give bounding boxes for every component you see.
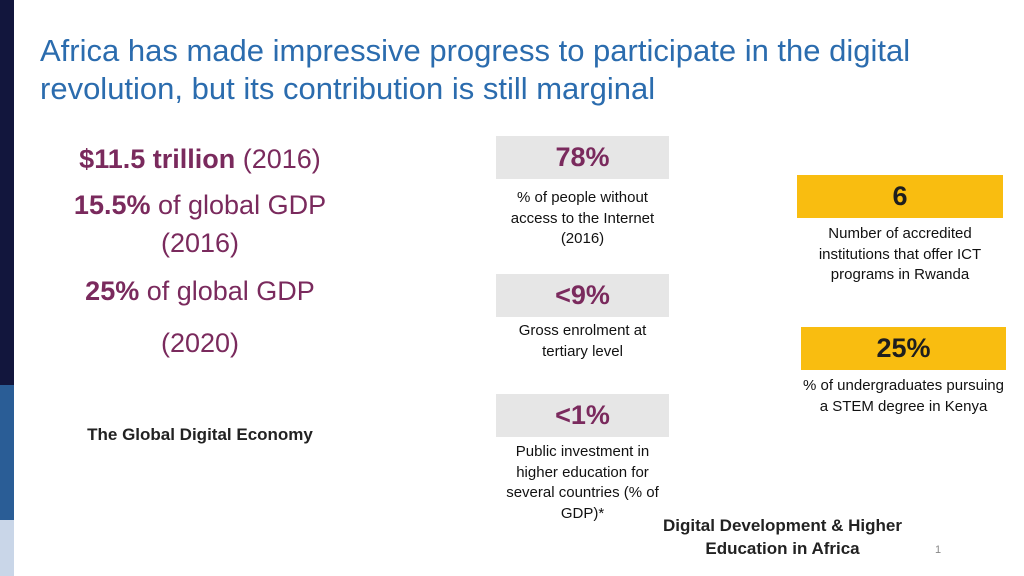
page-number: 1 bbox=[935, 544, 942, 556]
footer-title: Digital Development & Higher Education i… bbox=[663, 516, 902, 558]
stat-economy-size-value: $11.5 trillion bbox=[79, 144, 236, 174]
stat-gdp-share-2020: 25% of global GDP bbox=[40, 272, 360, 310]
stat-box-rwanda-ict: 6 bbox=[797, 175, 1003, 218]
accent-bar-dark-segment bbox=[0, 0, 14, 385]
stat-box-tertiary-enrolment: <9% bbox=[496, 274, 669, 317]
stat-gdp-share-2016-year: (2016) bbox=[160, 228, 240, 258]
stat-gdp-share-2020-year: (2020) bbox=[160, 328, 240, 358]
stat-desc-tertiary-enrolment: Gross enrolment at tertiary level bbox=[518, 322, 647, 360]
global-digital-economy-stats: $11.5 trillion (2016) 15.5% of global GD… bbox=[40, 140, 360, 362]
accent-bar-light-segment bbox=[0, 520, 14, 576]
stat-gdp-share-2016: 15.5% of global GDP bbox=[40, 186, 360, 224]
stat-economy-size-year: (2016) bbox=[235, 144, 321, 174]
slide-title: Africa has made impressive progress to p… bbox=[40, 33, 911, 106]
left-accent-bar bbox=[0, 0, 14, 576]
stat-gdp-share-2020-value: 25% bbox=[85, 276, 140, 306]
stat-desc-internet-access: % of people without access to the Intern… bbox=[510, 189, 655, 247]
accent-bar-mid-segment bbox=[0, 385, 14, 520]
stat-desc-rwanda-ict: Number of accredited institutions that o… bbox=[818, 225, 982, 283]
stat-box-internet-access: 78% bbox=[496, 136, 669, 179]
stat-gdp-share-2016-value: 15.5% bbox=[73, 190, 151, 220]
stat-box-public-investment: <1% bbox=[496, 394, 669, 437]
stat-gdp-share-2020-text: of global GDP bbox=[139, 276, 315, 306]
stat-economy-size: $11.5 trillion (2016) bbox=[40, 140, 360, 178]
stat-box-kenya-stem: 25% bbox=[801, 327, 1006, 370]
stat-desc-kenya-stem: % of undergraduates pursuing a STEM degr… bbox=[803, 377, 1004, 415]
global-digital-economy-label: The Global Digital Economy bbox=[87, 425, 313, 444]
stat-desc-public-investment: Public investment in higher education fo… bbox=[506, 443, 659, 522]
stat-gdp-share-2016-text: of global GDP bbox=[150, 190, 327, 220]
